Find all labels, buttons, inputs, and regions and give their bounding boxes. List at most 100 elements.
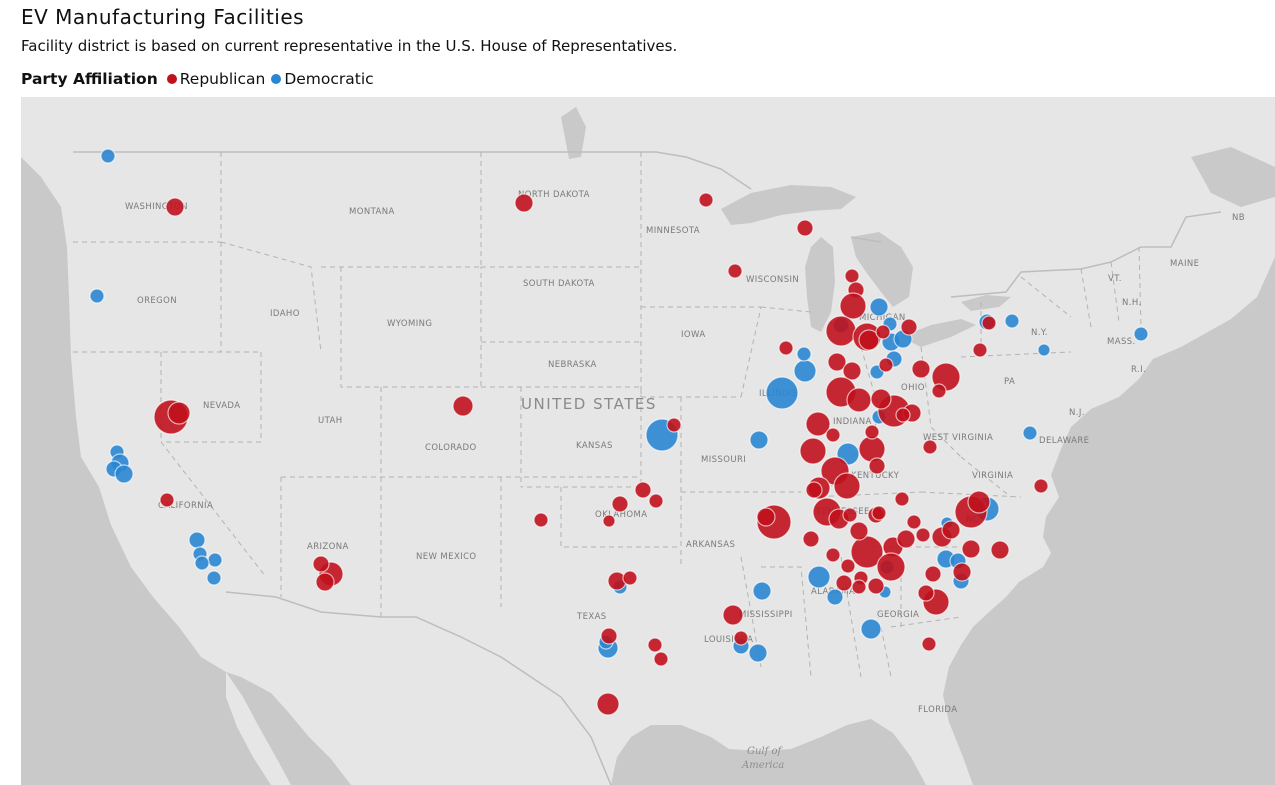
- facility-marker[interactable]: [805, 411, 831, 437]
- facility-marker[interactable]: [952, 562, 972, 582]
- facility-marker[interactable]: [827, 352, 847, 372]
- facility-marker[interactable]: [114, 464, 134, 484]
- facility-marker[interactable]: [647, 637, 663, 653]
- facility-marker[interactable]: [315, 572, 335, 592]
- facility-marker[interactable]: [894, 491, 910, 507]
- facility-marker[interactable]: [876, 552, 906, 582]
- facility-marker[interactable]: [990, 540, 1010, 560]
- facility-marker[interactable]: [860, 618, 882, 640]
- facility-marker[interactable]: [844, 268, 860, 284]
- facility-marker[interactable]: [793, 359, 817, 383]
- facility-marker[interactable]: [634, 481, 652, 499]
- facility-marker[interactable]: [922, 439, 938, 455]
- facility-marker[interactable]: [842, 507, 858, 523]
- facility-marker[interactable]: [961, 539, 981, 559]
- facility-marker[interactable]: [967, 490, 991, 514]
- legend-dot-democratic: [271, 74, 282, 84]
- map[interactable]: WASHINGTON OREGON IDAHO MONTANA NORTH DA…: [21, 97, 1275, 785]
- facility-marker[interactable]: [805, 481, 823, 499]
- facility-marker[interactable]: [981, 315, 997, 331]
- facility-marker[interactable]: [188, 531, 206, 549]
- facility-marker[interactable]: [100, 148, 116, 164]
- facility-marker[interactable]: [931, 383, 947, 399]
- facility-marker[interactable]: [1133, 326, 1149, 342]
- facility-marker[interactable]: [1022, 425, 1038, 441]
- facility-marker[interactable]: [796, 346, 812, 362]
- facility-marker[interactable]: [207, 552, 223, 568]
- facility-marker[interactable]: [825, 315, 857, 347]
- facility-marker[interactable]: [842, 361, 862, 381]
- facility-marker[interactable]: [833, 472, 861, 500]
- facility-marker[interactable]: [602, 514, 616, 528]
- facility-marker[interactable]: [839, 292, 867, 320]
- facility-marker[interactable]: [825, 427, 841, 443]
- facility-marker[interactable]: [666, 417, 682, 433]
- facility-marker[interactable]: [533, 512, 549, 528]
- facility-marker[interactable]: [653, 651, 669, 667]
- facility-marker[interactable]: [765, 376, 799, 410]
- facility-marker[interactable]: [698, 192, 714, 208]
- facility-marker[interactable]: [749, 430, 769, 450]
- facility-marker[interactable]: [733, 630, 749, 646]
- facility-marker[interactable]: [622, 570, 638, 586]
- legend-item-republican[interactable]: Republican: [166, 70, 265, 88]
- facility-marker[interactable]: [1004, 313, 1020, 329]
- facility-marker[interactable]: [878, 357, 894, 373]
- facility-marker[interactable]: [167, 401, 191, 425]
- facility-marker[interactable]: [611, 495, 629, 513]
- lake-superior: [721, 185, 856, 225]
- facility-marker[interactable]: [851, 579, 867, 595]
- facility-marker[interactable]: [756, 507, 776, 527]
- facility-marker[interactable]: [194, 555, 210, 571]
- facility-marker[interactable]: [915, 527, 931, 543]
- facility-marker[interactable]: [799, 437, 827, 465]
- facility-marker[interactable]: [875, 324, 891, 340]
- facility-marker[interactable]: [858, 329, 880, 351]
- facility-marker[interactable]: [864, 424, 880, 440]
- facility-marker[interactable]: [858, 435, 886, 463]
- facility-marker[interactable]: [159, 492, 175, 508]
- facility-marker[interactable]: [752, 581, 772, 601]
- facility-marker[interactable]: [89, 288, 105, 304]
- facility-marker[interactable]: [826, 588, 844, 606]
- facility-marker[interactable]: [871, 505, 887, 521]
- facility-marker[interactable]: [835, 574, 853, 592]
- facility-marker[interactable]: [1033, 478, 1049, 494]
- facility-marker[interactable]: [895, 407, 911, 423]
- facility-marker[interactable]: [849, 521, 869, 541]
- facility-marker[interactable]: [722, 604, 744, 626]
- facility-marker[interactable]: [840, 558, 856, 574]
- facility-marker[interactable]: [452, 395, 474, 417]
- facility-marker[interactable]: [514, 193, 534, 213]
- facility-marker[interactable]: [206, 570, 222, 586]
- facility-marker[interactable]: [1037, 343, 1051, 357]
- legend-item-democratic[interactable]: Democratic: [271, 70, 374, 88]
- facility-marker[interactable]: [596, 692, 620, 716]
- facility-marker[interactable]: [648, 493, 664, 509]
- facility-marker[interactable]: [748, 643, 768, 663]
- facility-marker[interactable]: [868, 457, 886, 475]
- facility-marker[interactable]: [921, 636, 937, 652]
- facility-marker[interactable]: [941, 520, 961, 540]
- facility-marker[interactable]: [869, 297, 889, 317]
- facility-marker[interactable]: [972, 342, 988, 358]
- facility-marker[interactable]: [727, 263, 743, 279]
- facility-marker[interactable]: [312, 555, 330, 573]
- facility-marker[interactable]: [906, 514, 922, 530]
- facility-marker[interactable]: [802, 530, 820, 548]
- facility-marker[interactable]: [846, 387, 872, 413]
- facility-marker[interactable]: [778, 340, 794, 356]
- facility-marker[interactable]: [600, 627, 618, 645]
- facility-marker[interactable]: [165, 197, 185, 217]
- facility-marker[interactable]: [870, 388, 892, 410]
- facility-marker[interactable]: [900, 318, 918, 336]
- label-kansas: KANSAS: [576, 441, 613, 451]
- facility-marker[interactable]: [796, 219, 814, 237]
- facility-marker[interactable]: [825, 547, 841, 563]
- facility-marker[interactable]: [917, 584, 935, 602]
- facility-marker[interactable]: [807, 565, 831, 589]
- facility-marker[interactable]: [911, 359, 931, 379]
- facility-marker[interactable]: [867, 577, 885, 595]
- facility-marker[interactable]: [896, 529, 916, 549]
- facility-marker[interactable]: [924, 565, 942, 583]
